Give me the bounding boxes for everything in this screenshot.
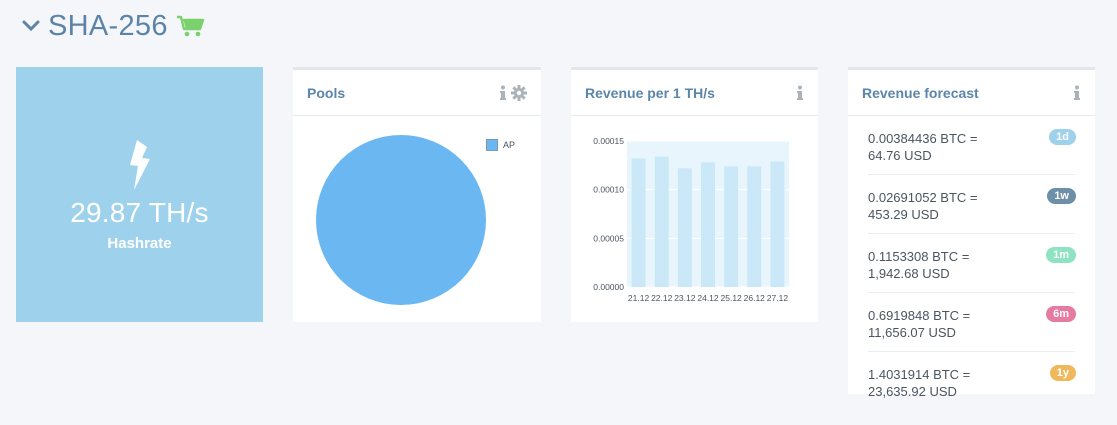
bar-27.12[interactable] bbox=[770, 161, 785, 287]
y-tick-label: 0.00010 bbox=[593, 185, 624, 195]
info-icon[interactable] bbox=[796, 85, 804, 101]
forecast-panel-title: Revenue forecast bbox=[862, 84, 979, 101]
period-badge-1w: 1w bbox=[1047, 188, 1076, 204]
forecast-row-1w: 0.02691052 BTC = 453.29 USD 1w bbox=[868, 175, 1076, 234]
period-badge-1m: 1m bbox=[1046, 247, 1076, 263]
forecast-value: 0.00384436 BTC = 64.76 USD bbox=[868, 131, 978, 163]
bar-22.12[interactable] bbox=[654, 156, 669, 287]
section-header: SHA-256 bbox=[20, 8, 206, 44]
info-icon[interactable] bbox=[1073, 85, 1081, 101]
hashrate-value: 29.87 TH/s bbox=[70, 197, 209, 228]
forecast-row-1y: 1.4031914 BTC = 23,635.92 USD 1y bbox=[868, 352, 1076, 410]
period-badge-1y: 1y bbox=[1049, 365, 1076, 381]
forecast-row-1d: 0.00384436 BTC = 64.76 USD 1d bbox=[868, 116, 1076, 175]
info-icon[interactable] bbox=[499, 85, 507, 101]
pie-legend: AP bbox=[486, 139, 515, 151]
pools-panel-header: Pools bbox=[293, 70, 541, 116]
y-tick-label: 0.00000 bbox=[593, 282, 624, 292]
bar-25.12[interactable] bbox=[724, 166, 739, 287]
forecast-value: 0.1153308 BTC = 1,942.68 USD bbox=[868, 249, 970, 281]
revenue-panel: Revenue per 1 TH/s 0.00000 0.00005 0.00010… bbox=[571, 67, 818, 322]
revenue-panel-title: Revenue per 1 TH/s bbox=[585, 84, 715, 101]
x-tick-label: 21.12 bbox=[628, 293, 650, 303]
hashrate-card: 29.87 TH/s Hashrate bbox=[16, 67, 263, 322]
gear-icon[interactable] bbox=[511, 85, 527, 101]
x-tick-label: 26.12 bbox=[744, 293, 766, 303]
x-tick-label: 27.12 bbox=[767, 293, 789, 303]
bar-23.12[interactable] bbox=[677, 168, 692, 287]
y-tick-label: 0.00005 bbox=[593, 233, 624, 243]
forecast-value: 0.02691052 BTC = 453.29 USD bbox=[868, 190, 978, 222]
forecast-value: 1.4031914 BTC = 23,635.92 USD bbox=[868, 367, 971, 399]
period-badge-1d: 1d bbox=[1049, 129, 1076, 145]
forecast-row-1m: 0.1153308 BTC = 1,942.68 USD 1m bbox=[868, 234, 1076, 293]
revenue-bar-chart: 0.00000 0.00005 0.00010 0.00015 21.12 22.12 23… bbox=[593, 136, 789, 303]
y-tick-label: 0.00015 bbox=[593, 136, 624, 146]
bar-24.12[interactable] bbox=[701, 162, 715, 287]
lightning-icon bbox=[129, 140, 150, 190]
x-tick-label: 22.12 bbox=[651, 293, 673, 303]
section-title: SHA-256 bbox=[48, 9, 168, 42]
forecast-panel: Revenue forecast 0.00384436 BTC = 64.76 … bbox=[848, 67, 1095, 399]
bar-21.12[interactable] bbox=[631, 158, 646, 287]
forecast-value: 0.6919848 BTC = 11,656.07 USD bbox=[868, 308, 971, 340]
forecast-list: 0.00384436 BTC = 64.76 USD 1d 0.02691052… bbox=[848, 116, 1095, 410]
hashrate-label: Hashrate bbox=[107, 235, 172, 252]
shopping-cart-icon[interactable] bbox=[176, 13, 206, 39]
x-tick-label: 24.12 bbox=[697, 293, 719, 303]
x-tick-label: 25.12 bbox=[721, 293, 743, 303]
pools-panel: Pools AP bbox=[293, 67, 541, 322]
pools-pie-chart: AP bbox=[293, 119, 541, 325]
x-tick-label: 23.12 bbox=[674, 293, 696, 303]
pools-panel-title: Pools bbox=[307, 84, 346, 101]
chevron-down-icon[interactable] bbox=[20, 15, 42, 37]
pie-slice-ap[interactable] bbox=[316, 135, 486, 305]
forecast-panel-header: Revenue forecast bbox=[848, 70, 1095, 116]
revenue-panel-header: Revenue per 1 TH/s bbox=[571, 70, 818, 116]
period-badge-6m: 6m bbox=[1046, 306, 1076, 322]
forecast-row-6m: 0.6919848 BTC = 11,656.07 USD 6m bbox=[868, 293, 1076, 352]
bar-26.12[interactable] bbox=[747, 166, 762, 287]
legend-label-ap: AP bbox=[503, 140, 516, 150]
legend-swatch-ap bbox=[486, 139, 498, 151]
